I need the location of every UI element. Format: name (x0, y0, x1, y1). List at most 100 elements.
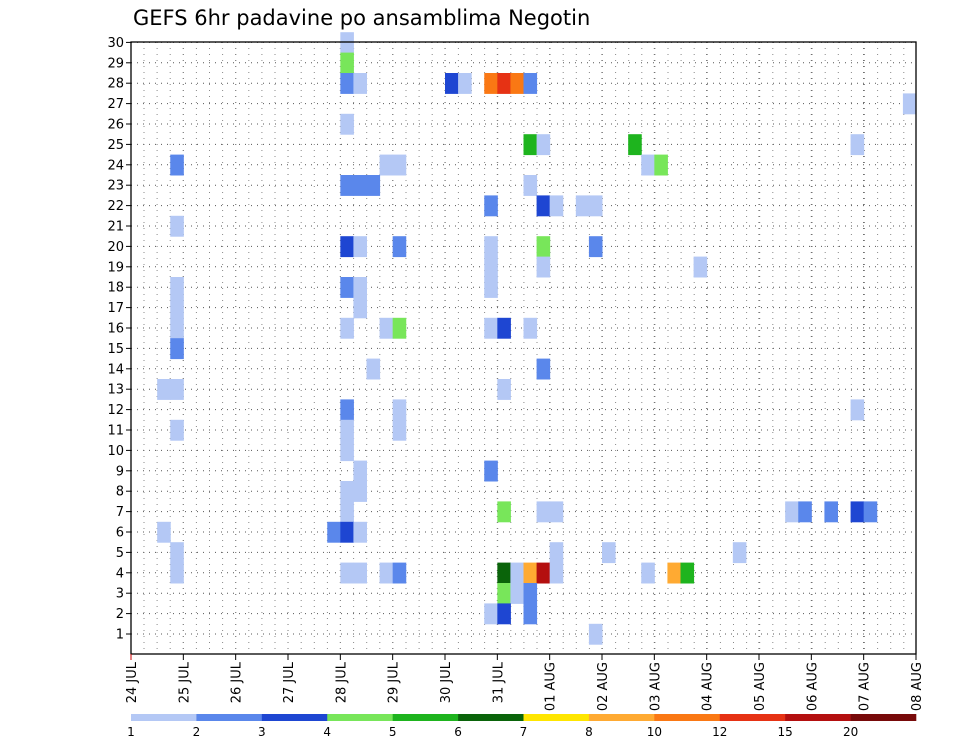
precip-cell (392, 236, 407, 258)
precip-cell (850, 134, 865, 156)
x-tick-label: 30 JUL (439, 661, 454, 703)
colorbar-label: 15 (778, 725, 793, 739)
colorbar-swatch (392, 714, 459, 721)
precip-cell (523, 583, 538, 604)
colorbar-swatch (327, 714, 393, 721)
y-tick-label: 11 (107, 424, 124, 439)
grid-lines (131, 41, 916, 654)
y-tick-label: 26 (107, 118, 124, 133)
y-tick-label: 16 (107, 322, 124, 337)
precip-cell (392, 419, 407, 441)
precip-cell (170, 338, 184, 360)
precip-cell (536, 134, 551, 156)
y-tick-label: 30 (107, 36, 124, 51)
precip-cell (353, 460, 367, 482)
precip-cell (654, 154, 668, 176)
colorbar-label: 4 (323, 725, 331, 739)
y-tick-label: 15 (107, 342, 124, 357)
precip-cell (484, 256, 498, 278)
precip-cell (785, 501, 799, 523)
precip-cell (484, 603, 498, 625)
colorbar-label: 10 (647, 725, 662, 739)
axes: 1234567891011121314151617181920212223242… (107, 36, 925, 711)
y-tick-label: 5 (116, 546, 124, 561)
precip-cell (170, 562, 184, 584)
precip-cell (497, 317, 511, 339)
precip-cell (680, 562, 695, 584)
colorbar-label: 3 (258, 725, 266, 739)
y-tick-label: 25 (107, 138, 124, 153)
precip-cell (340, 277, 354, 298)
y-tick-label: 1 (116, 628, 124, 643)
precip-cell (392, 154, 407, 176)
precip-cell (497, 501, 511, 523)
colorbar-swatch (458, 714, 524, 721)
precip-cell (588, 623, 603, 645)
precip-cell (497, 379, 511, 400)
y-tick-label: 29 (107, 56, 124, 71)
precip-cell (340, 113, 354, 135)
colorbar-swatch (588, 714, 655, 721)
y-tick-label: 6 (116, 526, 124, 541)
precip-cell (523, 73, 538, 94)
precip-cell (340, 175, 354, 196)
colorbar-swatch (131, 714, 197, 721)
precip-cell (379, 317, 394, 339)
x-tick-label: 26 JUL (230, 661, 245, 703)
precip-cell (170, 317, 184, 339)
y-tick-label: 13 (107, 383, 124, 398)
precip-cell (340, 521, 354, 543)
precip-cell (458, 73, 472, 94)
y-tick-label: 12 (107, 403, 124, 418)
precip-cell (497, 73, 511, 94)
x-tick-label: 07 AUG (858, 662, 873, 711)
precip-cell (170, 542, 184, 564)
colorbar-swatch (261, 714, 328, 721)
x-tick-label: 03 AUG (648, 662, 663, 711)
x-tick-label: 02 AUG (596, 662, 611, 711)
precip-cell (549, 542, 564, 564)
precip-cell (484, 236, 498, 258)
x-tick-label: 27 JUL (282, 661, 297, 703)
precip-cell (732, 542, 747, 564)
x-tick-label: 04 AUG (701, 662, 716, 711)
y-tick-label: 20 (107, 240, 124, 255)
precip-cell (484, 195, 498, 217)
precip-cell (536, 256, 551, 278)
precip-cell (850, 501, 865, 523)
precip-cell (497, 603, 511, 625)
precip-cell (353, 521, 367, 543)
precip-cell (497, 583, 511, 604)
precip-cell (484, 277, 498, 298)
precip-cell (445, 73, 459, 94)
precip-cell (484, 317, 498, 339)
y-tick-label: 9 (116, 464, 124, 479)
colorbar-label: 8 (585, 725, 593, 739)
precip-cell (340, 419, 354, 441)
precip-cell (353, 277, 367, 298)
x-tick-label: 29 JUL (387, 661, 402, 703)
colorbar-label: 7 (520, 725, 528, 739)
precip-cell (641, 154, 655, 176)
precip-cell (549, 195, 564, 217)
y-tick-label: 18 (107, 281, 124, 296)
precip-cell (353, 481, 367, 502)
precip-cell (366, 175, 381, 196)
precip-cell (353, 236, 367, 258)
precip-cell (157, 379, 171, 400)
precip-cell (536, 501, 551, 523)
precip-cell (523, 317, 538, 339)
precip-cell (667, 562, 681, 584)
x-tick-label: 24 JUL (125, 661, 140, 703)
y-tick-label: 19 (107, 260, 124, 275)
precip-cell (170, 379, 184, 400)
colorbar-swatch (850, 714, 917, 721)
precip-cell (536, 358, 551, 380)
y-tick-label: 27 (107, 97, 124, 112)
precip-cell (340, 440, 354, 462)
precip-cell (353, 297, 367, 319)
precip-cell (523, 603, 538, 625)
y-tick-label: 21 (107, 220, 124, 235)
precip-cell (523, 175, 538, 196)
y-tick-label: 2 (116, 607, 124, 622)
